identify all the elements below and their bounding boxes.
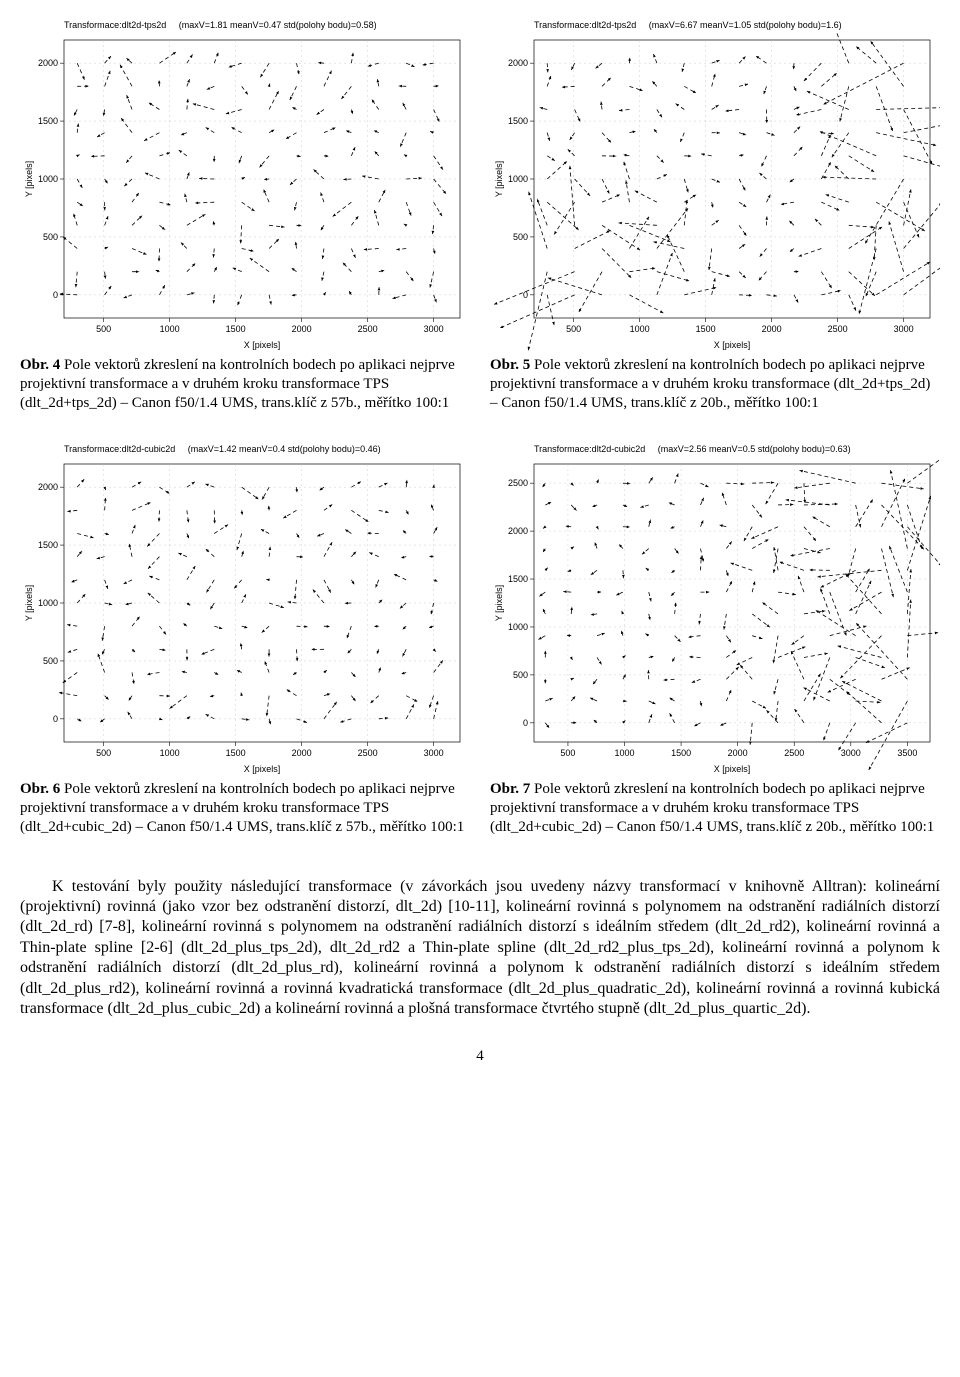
svg-text:500: 500 bbox=[560, 748, 575, 758]
caption-label: Obr. 4 bbox=[20, 357, 60, 373]
svg-text:2500: 2500 bbox=[784, 748, 804, 758]
figure-row-2: Transformace:dlt2d-cubic2d (maxV=1.42 me… bbox=[20, 444, 940, 860]
svg-text:X [pixels]: X [pixels] bbox=[244, 340, 281, 350]
svg-text:Y [pixels]: Y [pixels] bbox=[494, 585, 504, 621]
chart-title: Transformace:dlt2d-tps2d (maxV=6.67 mean… bbox=[534, 20, 940, 30]
figure-col-right: Transformace:dlt2d-tps2d (maxV=6.67 mean… bbox=[490, 20, 940, 436]
svg-text:Y [pixels]: Y [pixels] bbox=[24, 585, 34, 621]
caption-text: Pole vektorů zkreslení na kontrolních bo… bbox=[490, 357, 930, 411]
svg-text:2000: 2000 bbox=[508, 526, 528, 536]
svg-text:1000: 1000 bbox=[508, 174, 528, 184]
svg-text:X [pixels]: X [pixels] bbox=[714, 764, 751, 774]
figure-row-1: Transformace:dlt2d-tps2d (maxV=1.81 mean… bbox=[20, 20, 940, 436]
svg-text:500: 500 bbox=[96, 748, 111, 758]
svg-text:Y [pixels]: Y [pixels] bbox=[24, 161, 34, 197]
svg-text:500: 500 bbox=[96, 324, 111, 334]
chart-title: Transformace:dlt2d-cubic2d (maxV=1.42 me… bbox=[64, 444, 470, 454]
svg-text:1500: 1500 bbox=[38, 540, 58, 550]
svg-text:2000: 2000 bbox=[508, 58, 528, 68]
vector-field-chart: 500 1000 1500 2000 2500 3000 3500 0 500 1000 1500 2… bbox=[490, 456, 940, 776]
svg-text:X [pixels]: X [pixels] bbox=[714, 340, 751, 350]
svg-text:500: 500 bbox=[513, 232, 528, 242]
vector-field-chart: 500 1000 1500 2000 2500 3000 0 500 1000 1500 2000 X… bbox=[20, 32, 470, 352]
svg-text:3500: 3500 bbox=[897, 748, 917, 758]
figure-caption: Obr. 5 Pole vektorů zkreslení na kontrol… bbox=[490, 356, 940, 412]
svg-text:2000: 2000 bbox=[292, 748, 312, 758]
svg-text:1500: 1500 bbox=[38, 116, 58, 126]
svg-text:X [pixels]: X [pixels] bbox=[244, 764, 281, 774]
svg-text:2500: 2500 bbox=[358, 324, 378, 334]
svg-text:3000: 3000 bbox=[424, 324, 444, 334]
svg-text:3000: 3000 bbox=[841, 748, 861, 758]
figure-caption: Obr. 4 Pole vektorů zkreslení na kontrol… bbox=[20, 356, 470, 412]
caption-label: Obr. 6 bbox=[20, 781, 60, 797]
page-number: 4 bbox=[20, 1048, 940, 1065]
svg-text:0: 0 bbox=[53, 290, 58, 300]
caption-label: Obr. 5 bbox=[490, 357, 530, 373]
svg-text:500: 500 bbox=[43, 232, 58, 242]
svg-text:1500: 1500 bbox=[508, 574, 528, 584]
caption-text: Pole vektorů zkreslení na kontrolních bo… bbox=[20, 357, 455, 411]
svg-text:2000: 2000 bbox=[38, 482, 58, 492]
figure-caption: Obr. 7 Pole vektorů zkreslení na kontrol… bbox=[490, 780, 940, 836]
figure-col-left: Transformace:dlt2d-cubic2d (maxV=1.42 me… bbox=[20, 444, 470, 860]
svg-text:Y [pixels]: Y [pixels] bbox=[494, 161, 504, 197]
svg-text:1500: 1500 bbox=[226, 324, 246, 334]
svg-text:2500: 2500 bbox=[508, 478, 528, 488]
figure-caption: Obr. 6 Pole vektorů zkreslení na kontrol… bbox=[20, 780, 470, 836]
svg-text:1000: 1000 bbox=[630, 324, 650, 334]
svg-text:0: 0 bbox=[523, 718, 528, 728]
svg-text:500: 500 bbox=[566, 324, 581, 334]
svg-text:3000: 3000 bbox=[894, 324, 914, 334]
caption-label: Obr. 7 bbox=[490, 781, 530, 797]
svg-text:1000: 1000 bbox=[508, 622, 528, 632]
svg-text:1500: 1500 bbox=[696, 324, 716, 334]
svg-text:3000: 3000 bbox=[424, 748, 444, 758]
svg-text:1000: 1000 bbox=[160, 324, 180, 334]
figure-col-left: Transformace:dlt2d-tps2d (maxV=1.81 mean… bbox=[20, 20, 470, 436]
svg-text:1000: 1000 bbox=[38, 174, 58, 184]
caption-text: Pole vektorů zkreslení na kontrolních bo… bbox=[20, 781, 464, 835]
vector-field-chart: 500 1000 1500 2000 2500 3000 0 500 1000 1500 2000 X… bbox=[20, 456, 470, 776]
svg-text:2500: 2500 bbox=[828, 324, 848, 334]
chart-title: Transformace:dlt2d-cubic2d (maxV=2.56 me… bbox=[534, 444, 940, 454]
svg-text:2500: 2500 bbox=[358, 748, 378, 758]
svg-text:2000: 2000 bbox=[38, 58, 58, 68]
svg-text:0: 0 bbox=[53, 714, 58, 724]
svg-text:1500: 1500 bbox=[508, 116, 528, 126]
svg-text:500: 500 bbox=[513, 670, 528, 680]
svg-text:2000: 2000 bbox=[728, 748, 748, 758]
chart-title: Transformace:dlt2d-tps2d (maxV=1.81 mean… bbox=[64, 20, 470, 30]
svg-text:1000: 1000 bbox=[160, 748, 180, 758]
svg-text:2000: 2000 bbox=[762, 324, 782, 334]
svg-text:1500: 1500 bbox=[226, 748, 246, 758]
svg-text:2000: 2000 bbox=[292, 324, 312, 334]
svg-text:500: 500 bbox=[43, 656, 58, 666]
body-paragraph: K testování byly použity následující tra… bbox=[20, 877, 940, 1020]
svg-text:1500: 1500 bbox=[671, 748, 691, 758]
figure-col-right: Transformace:dlt2d-cubic2d (maxV=2.56 me… bbox=[490, 444, 940, 860]
svg-text:1000: 1000 bbox=[614, 748, 634, 758]
svg-text:1000: 1000 bbox=[38, 598, 58, 608]
caption-text: Pole vektorů zkreslení na kontrolních bo… bbox=[490, 781, 934, 835]
vector-field-chart: 500100015002000250030000500100015002000X… bbox=[490, 32, 940, 352]
